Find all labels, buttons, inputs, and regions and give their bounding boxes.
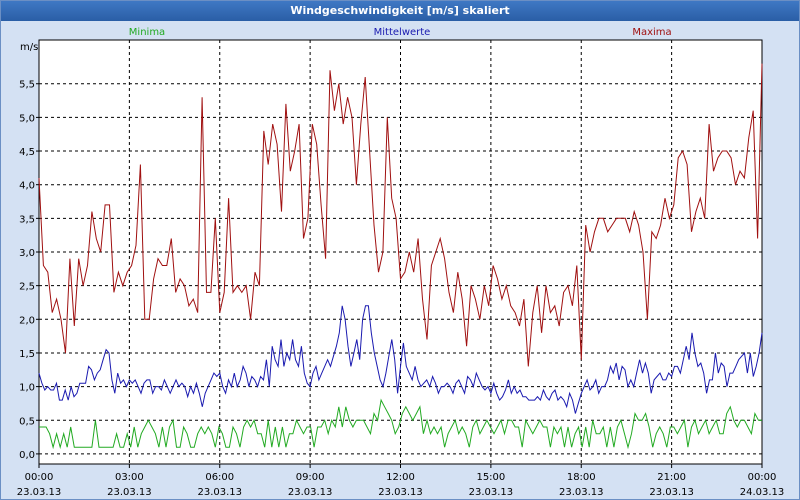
x-tick-date: 23.03.13 <box>197 487 242 498</box>
y-axis-ticks: 0,0 0,5 1,0 1,5 2,0 2,5 3,0 3,5 4,0 4,5 5,0 5,5 <box>19 80 39 461</box>
x-axis-ticks: 00:00 23.03.13 03:00 23.03.13 06:00 23.03.13 0… <box>17 464 785 498</box>
series-line-maxima <box>38 63 763 367</box>
x-tick-date: 23.03.13 <box>288 487 333 498</box>
x-tick-date: 23.03.13 <box>469 487 514 498</box>
x-tick-time: 03:00 <box>115 472 144 483</box>
x-tick-date: 23.03.13 <box>559 487 604 498</box>
y-tick-label: 4,0 <box>19 181 35 192</box>
x-tick-time: 09:00 <box>296 472 325 483</box>
y-tick-label: 2,5 <box>19 282 35 293</box>
y-tick-label: 3,5 <box>19 214 35 225</box>
y-tick-label: 1,0 <box>19 383 35 394</box>
y-tick-label: 1,5 <box>19 349 35 360</box>
y-tick-label: 2,0 <box>19 315 35 326</box>
x-tick-time: 06:00 <box>205 472 234 483</box>
legend-mittelwerte: Mittelwerte <box>374 27 431 38</box>
series-line-minima <box>39 398 762 450</box>
x-tick-date: 23.03.13 <box>17 487 62 498</box>
data-series <box>38 63 763 450</box>
legend-maxima: Maxima <box>632 27 671 38</box>
y-axis-unit-label: m/s <box>20 42 38 53</box>
x-tick-time: 12:00 <box>386 472 415 483</box>
x-tick-date: 23.03.13 <box>107 487 152 498</box>
x-tick-time: 21:00 <box>657 472 686 483</box>
y-tick-label: 0,5 <box>19 416 35 427</box>
y-tick-label: 4,5 <box>19 147 35 158</box>
y-tick-label: 5,0 <box>19 113 35 124</box>
y-tick-label: 5,5 <box>19 80 35 91</box>
x-tick-time: 00:00 <box>25 472 54 483</box>
x-tick-date: 23.03.13 <box>378 487 423 498</box>
window-title: Windgeschwindigkeit [m/s] skaliert <box>1 1 799 21</box>
series-line-mittelwerte <box>38 305 763 414</box>
x-tick-time: 15:00 <box>476 472 505 483</box>
x-tick-date: 24.03.13 <box>740 487 785 498</box>
legend-minima: Minima <box>129 27 165 38</box>
x-tick-time: 00:00 <box>748 472 777 483</box>
x-tick-date: 23.03.13 <box>649 487 694 498</box>
x-tick-time: 18:00 <box>567 472 596 483</box>
y-tick-label: 0,0 <box>19 450 35 461</box>
y-tick-label: 3,0 <box>19 248 35 259</box>
